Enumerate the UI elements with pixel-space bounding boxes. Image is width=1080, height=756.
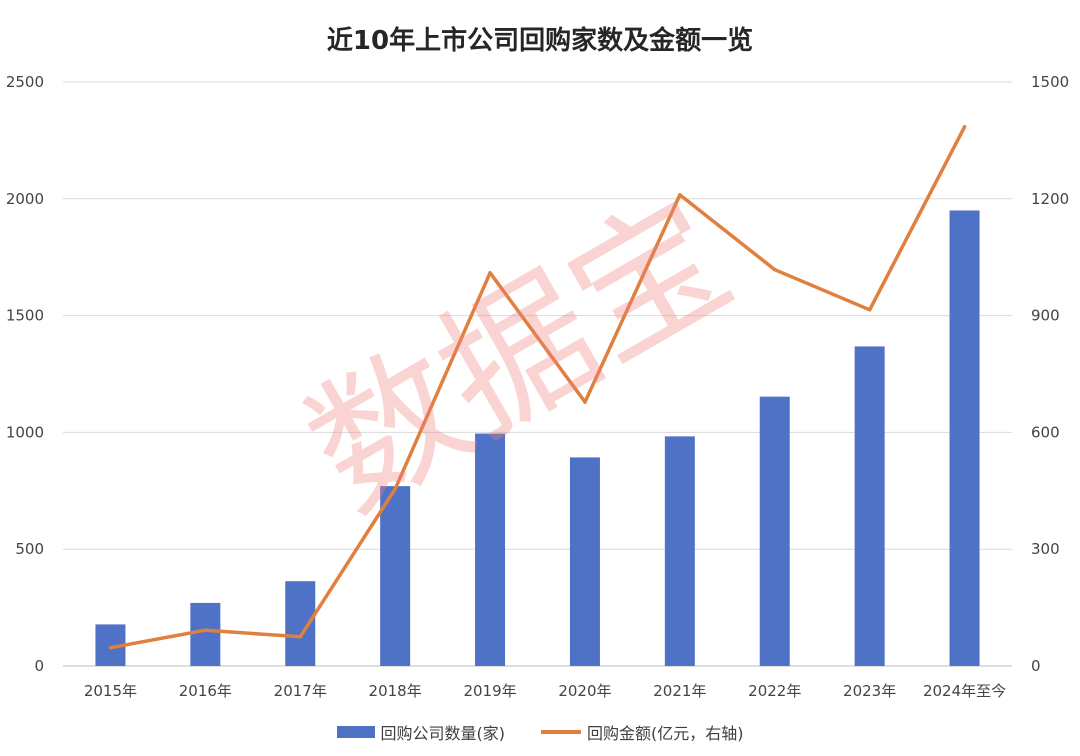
right-tick-label: 1200 <box>1031 190 1069 208</box>
line-series-path <box>110 125 967 650</box>
right-tick-label: 300 <box>1031 540 1060 558</box>
right-axis: 0 300 600 900 1200 1500 <box>1031 73 1069 675</box>
line-series <box>108 124 967 650</box>
right-tick-label: 0 <box>1031 657 1041 675</box>
line-point <box>583 400 587 404</box>
x-tick-label: 2021年 <box>653 682 706 700</box>
x-tick-label: 2022年 <box>748 682 801 700</box>
x-tick-label: 2016年 <box>179 682 232 700</box>
left-axis: 0 500 1000 1500 2000 2500 <box>6 73 44 675</box>
bar <box>190 602 221 666</box>
right-tick-label: 1500 <box>1031 73 1069 91</box>
left-tick-label: 2500 <box>6 73 44 91</box>
gridlines <box>63 81 1012 667</box>
x-tick-label: 2024年至今 <box>923 682 1006 700</box>
x-tick-label: 2019年 <box>463 682 516 700</box>
line-point <box>203 628 208 632</box>
legend-swatch-bar <box>336 726 375 738</box>
x-tick-label: 2017年 <box>274 682 327 700</box>
x-tick-label: 2018年 <box>369 682 422 700</box>
right-tick-label: 600 <box>1031 423 1060 441</box>
bar <box>759 396 790 666</box>
line-point <box>962 124 967 129</box>
line-point <box>298 635 303 639</box>
x-tick-label: 2023年 <box>843 682 896 700</box>
left-tick-label: 1000 <box>6 423 44 441</box>
bar <box>664 436 695 666</box>
left-tick-label: 500 <box>15 540 44 558</box>
bar <box>380 486 411 666</box>
right-tick-label: 900 <box>1031 307 1060 325</box>
line-point <box>488 270 492 275</box>
line-point <box>678 193 682 197</box>
legend-label-amount: 回购金额(亿元，右轴) <box>587 724 744 743</box>
x-axis: 2015年 2016年 2017年 2018年 2019年 2020年 2021年 2022年… <box>84 682 1006 700</box>
left-tick-label: 1500 <box>6 307 44 325</box>
x-tick-label: 2015年 <box>84 682 137 700</box>
legend-item-amount: 回购金额(亿元，右轴) <box>541 720 744 744</box>
bar <box>854 346 885 666</box>
chart-title: 近10年上市公司回购家数及金额一览 <box>326 26 754 56</box>
bar-series <box>95 210 980 667</box>
legend-item-count: 回购公司数量(家) <box>336 720 506 744</box>
left-tick-label: 0 <box>34 657 44 675</box>
legend-label-count: 回购公司数量(家) <box>380 724 506 743</box>
line-point <box>393 487 397 491</box>
line-point <box>772 267 777 272</box>
legend: 回购公司数量(家) 回购金额(亿元，右轴) <box>0 720 1080 744</box>
x-tick-label: 2020年 <box>558 682 611 700</box>
left-tick-label: 2000 <box>6 190 44 208</box>
line-point <box>108 645 113 650</box>
bar <box>949 210 980 667</box>
bar <box>569 457 600 666</box>
legend-swatch-line <box>541 730 581 734</box>
bar <box>475 433 506 666</box>
line-point <box>867 307 872 312</box>
